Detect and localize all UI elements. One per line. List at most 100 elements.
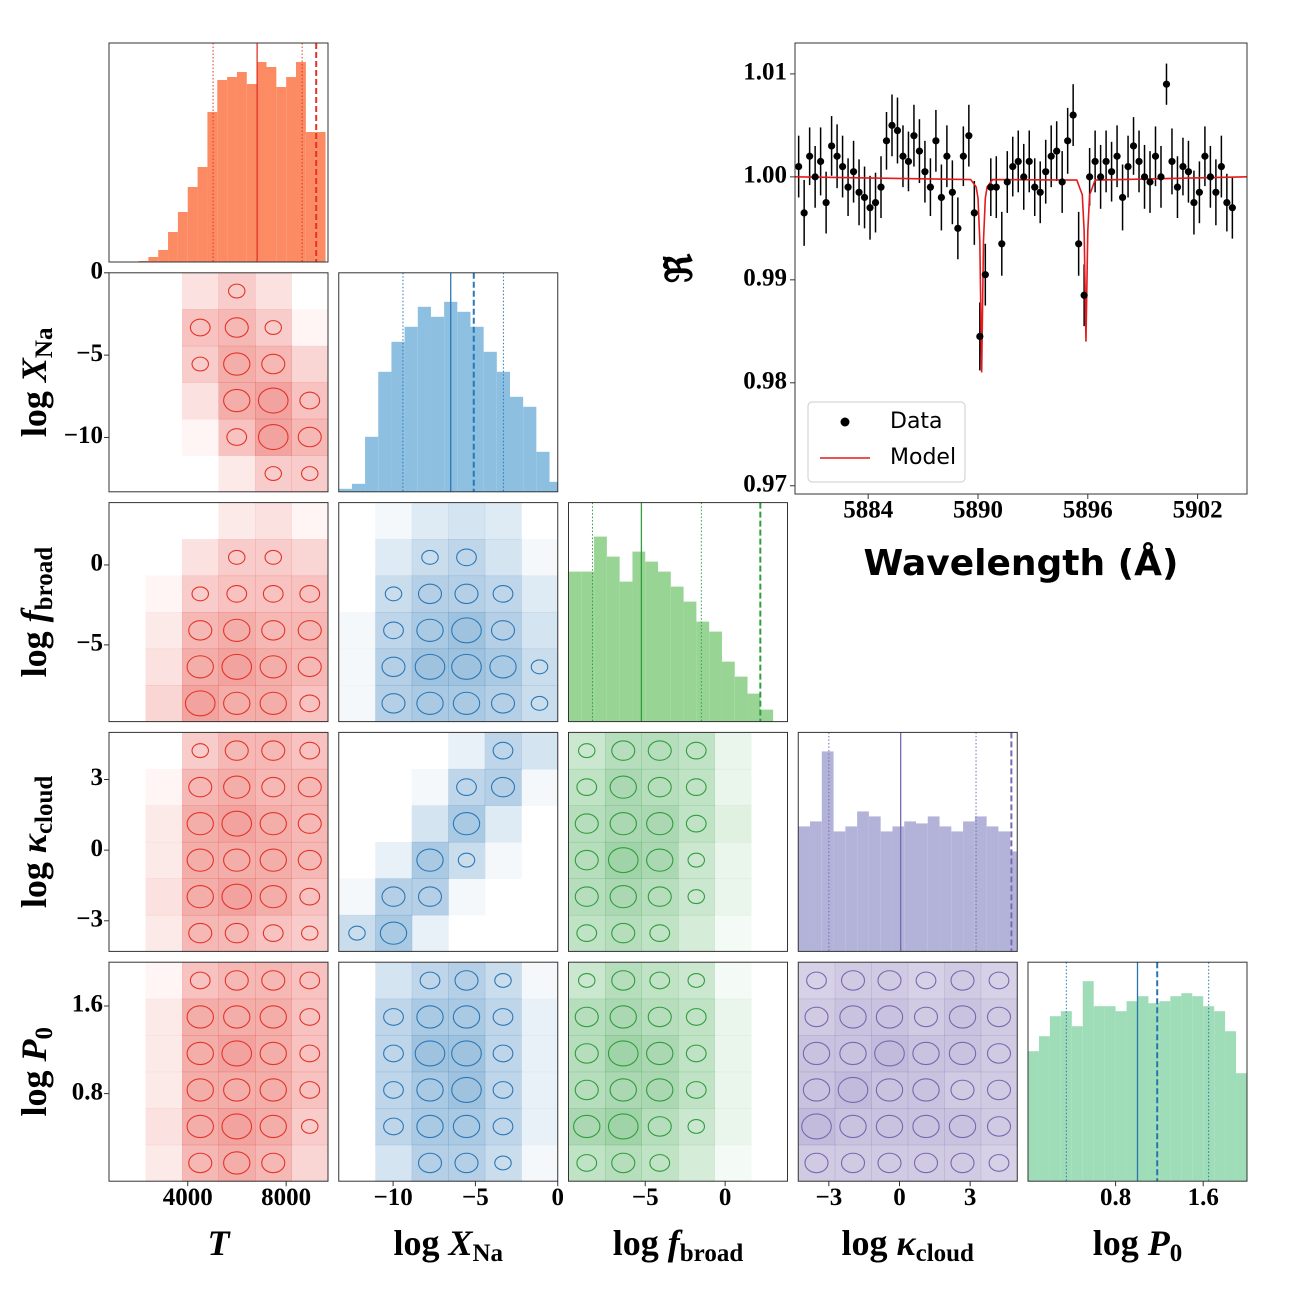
density-contour bbox=[454, 970, 479, 991]
hist-bar bbox=[430, 316, 445, 492]
density-cell bbox=[145, 962, 183, 1000]
label-prefix: log bbox=[14, 631, 54, 677]
density-cell bbox=[375, 841, 413, 879]
density-cell bbox=[375, 685, 413, 723]
density-contour bbox=[685, 1044, 707, 1063]
density-cell bbox=[678, 962, 715, 1000]
data-point bbox=[1102, 157, 1110, 166]
y-axis-label: log XNa bbox=[14, 327, 57, 437]
density-contour bbox=[988, 971, 1010, 990]
density-contour bbox=[806, 971, 827, 990]
density-cell bbox=[714, 732, 752, 770]
density-contour bbox=[381, 656, 406, 678]
density-contour bbox=[223, 848, 251, 872]
density-contour bbox=[221, 1040, 253, 1067]
density-cell bbox=[714, 1108, 752, 1146]
density-cell bbox=[339, 1108, 376, 1145]
density-cell bbox=[411, 805, 449, 843]
panel-frame bbox=[568, 502, 788, 723]
density-cell bbox=[568, 805, 606, 843]
density-contour bbox=[913, 1152, 939, 1174]
density-contour bbox=[259, 1041, 287, 1066]
density-contour bbox=[186, 1114, 214, 1139]
density-cell bbox=[109, 878, 146, 915]
density-cell bbox=[109, 769, 146, 806]
density-cell bbox=[411, 1144, 449, 1182]
density-contour bbox=[646, 848, 674, 872]
density-cell bbox=[255, 612, 292, 650]
density-contour bbox=[839, 1114, 867, 1139]
density-cell bbox=[980, 962, 1018, 1000]
data-point bbox=[860, 193, 869, 202]
density-contour bbox=[611, 970, 636, 991]
density-cell bbox=[751, 805, 788, 842]
density-contour bbox=[299, 391, 321, 410]
density-contour bbox=[261, 970, 286, 991]
hist-bar bbox=[1170, 996, 1182, 1182]
y-tick-label: 1.00 bbox=[743, 162, 787, 189]
density-cell bbox=[109, 1072, 146, 1109]
density-contour bbox=[417, 1152, 443, 1174]
hist-bar bbox=[286, 77, 297, 262]
density-contour bbox=[348, 925, 366, 941]
legend-label: Model bbox=[890, 445, 956, 470]
density-cell bbox=[448, 1108, 486, 1146]
data-point bbox=[1124, 162, 1132, 171]
density-contour bbox=[257, 387, 289, 414]
density-contour bbox=[647, 1006, 672, 1028]
density-cell bbox=[218, 455, 256, 493]
x-tick-label: 4000 bbox=[163, 1184, 213, 1211]
data-point bbox=[1228, 204, 1236, 212]
density-cell bbox=[291, 612, 329, 650]
density-cell bbox=[521, 915, 558, 952]
data-point bbox=[827, 142, 836, 150]
density-contour bbox=[454, 583, 479, 605]
density-contour bbox=[875, 1114, 904, 1139]
density-cell bbox=[145, 768, 183, 806]
density-contour bbox=[574, 1043, 599, 1064]
density-cell bbox=[218, 309, 256, 347]
hist-bar bbox=[632, 551, 646, 722]
density-cell bbox=[484, 1144, 522, 1182]
density-cell bbox=[218, 962, 256, 1000]
density-cell bbox=[375, 769, 412, 806]
density-contour bbox=[492, 1008, 514, 1026]
density-cell bbox=[291, 685, 329, 723]
hist-bar bbox=[315, 132, 326, 262]
density-cell bbox=[255, 455, 292, 493]
data-point bbox=[1129, 142, 1138, 150]
density-contour bbox=[649, 924, 671, 943]
density-cell bbox=[871, 1071, 909, 1109]
hist-bar bbox=[798, 826, 811, 952]
data-point bbox=[1168, 157, 1176, 166]
density-cell bbox=[182, 841, 219, 879]
hist-bar bbox=[1148, 1003, 1160, 1182]
data-point bbox=[882, 137, 891, 145]
density-cell bbox=[484, 962, 522, 1000]
density-contour bbox=[297, 656, 322, 678]
density-cell bbox=[109, 1108, 146, 1145]
density-cell bbox=[182, 1035, 219, 1073]
hist-bar bbox=[1010, 851, 1018, 952]
hist-bar bbox=[365, 436, 379, 492]
data-point bbox=[1190, 199, 1198, 207]
density-contour bbox=[490, 693, 516, 714]
density-cell bbox=[521, 1035, 559, 1073]
data-point bbox=[976, 332, 984, 341]
y-tick-label: 0.97 bbox=[743, 470, 787, 497]
density-cell bbox=[339, 769, 376, 806]
y-tick-label: 0 bbox=[91, 835, 104, 862]
density-contour bbox=[609, 885, 637, 909]
density-cell bbox=[291, 732, 329, 770]
label-prefix: log bbox=[393, 1223, 439, 1263]
hist-bar bbox=[645, 561, 659, 722]
density-contour bbox=[490, 776, 516, 798]
density-contour bbox=[262, 584, 284, 603]
density-cell bbox=[255, 841, 292, 879]
density-contour bbox=[874, 1040, 905, 1067]
density-cell bbox=[411, 539, 449, 577]
density-cell bbox=[605, 998, 642, 1036]
density-contour bbox=[607, 847, 639, 874]
density-contour bbox=[687, 1118, 706, 1134]
density-cell bbox=[521, 539, 559, 577]
